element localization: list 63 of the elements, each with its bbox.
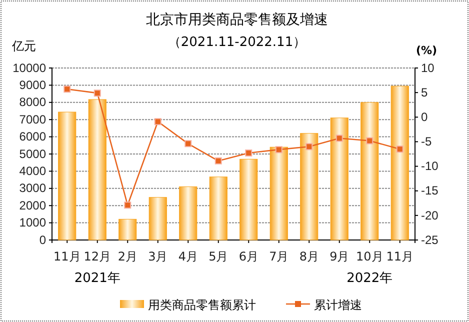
y2-tick-label: 0 [421, 110, 428, 124]
y2-axis-title: (%) [416, 44, 438, 57]
bar [209, 176, 228, 240]
x-tick-label: 6月 [238, 249, 258, 264]
y-tick-label: 6000 [19, 130, 46, 144]
x-tick-label: 2月 [118, 249, 138, 264]
x-tick-label: 5月 [208, 249, 228, 264]
y2-tick-label: -5 [421, 134, 432, 149]
point [214, 157, 222, 164]
bar [360, 102, 379, 240]
bar [240, 158, 258, 240]
y-tick-label: 7000 [19, 112, 46, 126]
y-tick-label: 2000 [19, 198, 46, 212]
y-tick-label: 0 [39, 232, 46, 247]
y2-tick-label: 10 [421, 60, 435, 75]
x-tick-label: 8月 [299, 249, 319, 264]
y-tick-label: 5000 [19, 146, 46, 161]
x-tick-label: 3月 [148, 249, 168, 264]
bar [88, 99, 106, 240]
point [396, 146, 404, 153]
x-tick-label: 10月 [356, 249, 384, 264]
x-tick-label: 12月 [84, 249, 112, 264]
y2-tick-label: -10 [421, 159, 439, 174]
y-tick-label: 9000 [19, 78, 46, 92]
bar [58, 112, 76, 240]
chart-title: 北京市用类商品零售额及增速 [146, 12, 328, 28]
bar [270, 146, 288, 240]
legend-label: 累计增速 [314, 298, 362, 312]
point [124, 202, 132, 209]
point [245, 150, 252, 157]
y-tick-label: 3000 [19, 181, 46, 196]
x-tick-label: 7月 [269, 249, 289, 264]
x-tick-label: 11月 [386, 249, 414, 264]
y2-tick-label: 5 [421, 85, 428, 100]
x-tick-label: 11月 [53, 249, 81, 264]
legend-label: 用类商品零售额累计 [148, 298, 256, 312]
y-tick-label: 4000 [19, 164, 46, 178]
x-tick-label: 9月 [330, 249, 350, 264]
y2-tick-label: -25 [421, 232, 439, 247]
bar [148, 197, 167, 240]
point [336, 134, 343, 142]
bar [179, 186, 198, 240]
bar [330, 118, 348, 240]
point [366, 137, 374, 144]
point [154, 118, 162, 126]
x-tick-label: 4月 [178, 249, 198, 264]
bar [118, 218, 137, 240]
chart-subtitle: （2021.11-2022.11） [168, 35, 306, 50]
y-tick-label: 8000 [19, 95, 46, 110]
y2-tick-label: -15 [421, 184, 439, 198]
point [64, 86, 71, 93]
point [184, 140, 192, 148]
bar [390, 86, 409, 240]
point [94, 90, 101, 97]
point [275, 146, 282, 154]
bar [300, 133, 318, 240]
text: 2021年 [74, 271, 120, 286]
point [306, 143, 313, 150]
y-tick-label: 1000 [19, 216, 46, 230]
y-tick-label: 10000 [12, 60, 46, 75]
y-axis-title: 亿元 [11, 39, 36, 53]
y2-tick-label: -20 [421, 208, 439, 222]
text: 2022年 [346, 271, 393, 286]
